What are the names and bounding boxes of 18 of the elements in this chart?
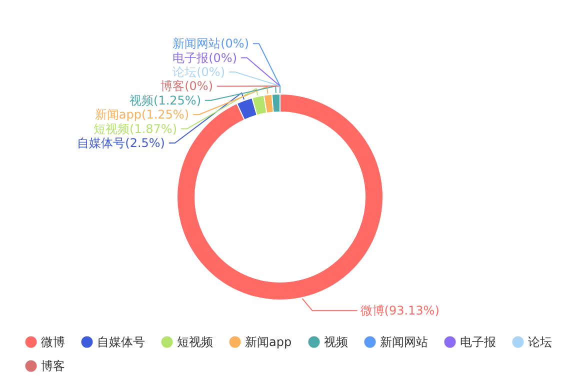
text: 论坛(0%) [172, 65, 225, 79]
text: 新闻网站(0%) [172, 36, 249, 51]
data-label: 微博(93.13%) [360, 304, 440, 318]
text: 电子报(0%) [172, 50, 237, 65]
legend-label: 博客 [41, 359, 65, 373]
legend-label: 自媒体号 [97, 335, 145, 349]
legend-label: 新闻网站 [380, 335, 428, 349]
legend-label: 短视频 [177, 335, 213, 349]
data-label: 短视频(1.87%) [94, 122, 177, 136]
data-label: 视频(1.25%) [130, 93, 201, 108]
legend-label: 论坛 [528, 335, 552, 349]
data-label: 自媒体号(2.5%) [77, 136, 165, 150]
legend-label: 视频 [324, 335, 348, 349]
legend-label: 电子报 [460, 335, 496, 349]
text: 博客(0%) [160, 79, 213, 94]
data-label: 新闻app(1.25%) [94, 108, 189, 122]
legend-label: 新闻app [245, 335, 292, 349]
legend-label: 微博 [41, 335, 65, 349]
